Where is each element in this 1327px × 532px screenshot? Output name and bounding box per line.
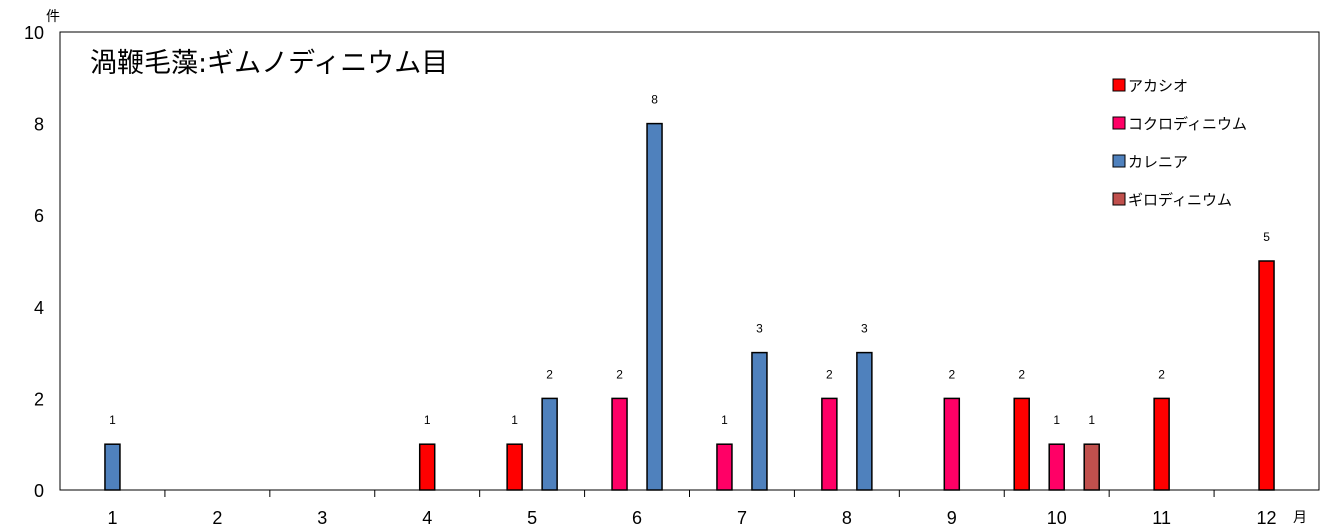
- bar: [856, 351, 873, 491]
- y-tick-label: 6: [34, 206, 44, 226]
- data-label: 8: [651, 93, 658, 107]
- data-label: 1: [721, 413, 728, 427]
- x-tick-label: 5: [527, 508, 537, 528]
- legend-label: ギロディニウム: [1128, 191, 1232, 209]
- y-tick-label: 10: [24, 23, 44, 43]
- data-label: 3: [861, 322, 868, 336]
- data-label: 2: [1018, 367, 1025, 381]
- x-tick-label: 9: [947, 508, 957, 528]
- legend-label: カレニア: [1128, 153, 1188, 171]
- bar: [1258, 260, 1275, 491]
- data-label: 1: [1088, 413, 1095, 427]
- bar: [104, 443, 121, 491]
- legend-swatch: [1112, 154, 1126, 168]
- bar: [751, 351, 768, 491]
- bar: [506, 443, 523, 491]
- data-label: 1: [109, 413, 116, 427]
- data-label: 2: [948, 367, 955, 381]
- bars: 1 1 1 2 2 8 1 3 2 3 2 2 1 1 2 5: [104, 93, 1275, 491]
- bar: [1048, 443, 1065, 491]
- data-label: 1: [1053, 413, 1060, 427]
- legend-swatch: [1112, 192, 1126, 206]
- y-tick-label: 8: [34, 115, 44, 135]
- x-tick-label: 3: [317, 508, 327, 528]
- data-label: 1: [511, 413, 518, 427]
- x-unit-label: 月: [1293, 510, 1307, 526]
- legend-label: アカシオ: [1128, 77, 1188, 95]
- data-label: 1: [424, 413, 431, 427]
- bar: [1153, 397, 1170, 491]
- x-tick-label: 12: [1257, 508, 1277, 528]
- x-tick-label: 2: [212, 508, 222, 528]
- x-tick-label: 8: [842, 508, 852, 528]
- x-tick-label: 4: [422, 508, 432, 528]
- x-tick-label: 7: [737, 508, 747, 528]
- y-tick-label: 0: [34, 481, 44, 501]
- chart-title: 渦鞭毛藻:ギムノディニウム目: [90, 48, 448, 79]
- data-label: 2: [1158, 367, 1165, 381]
- bar: [646, 122, 663, 491]
- data-label: 5: [1263, 230, 1270, 244]
- bar: [716, 443, 733, 491]
- legend-label: コクロディニウム: [1128, 115, 1247, 133]
- data-label: 2: [546, 367, 553, 381]
- x-tick-label: 6: [632, 508, 642, 528]
- data-label: 3: [756, 322, 763, 336]
- legend-swatch: [1112, 116, 1126, 130]
- bar: [1083, 443, 1100, 491]
- bar: [1013, 397, 1030, 491]
- bar: [418, 443, 436, 491]
- data-label: 2: [616, 367, 623, 381]
- y-tick-label: 4: [34, 298, 44, 318]
- bar: [541, 397, 558, 491]
- y-tick-label: 2: [34, 389, 44, 409]
- bar: [611, 397, 628, 491]
- plot-area: [59, 31, 1320, 491]
- x-tick-label: 10: [1047, 508, 1067, 528]
- y-unit-label: 件: [46, 9, 60, 25]
- data-label: 2: [826, 367, 833, 381]
- bar: [943, 397, 961, 491]
- bar: [821, 397, 838, 491]
- x-tick-label: 11: [1152, 508, 1171, 528]
- legend-swatch: [1112, 78, 1126, 92]
- x-tick-label: 1: [107, 508, 117, 528]
